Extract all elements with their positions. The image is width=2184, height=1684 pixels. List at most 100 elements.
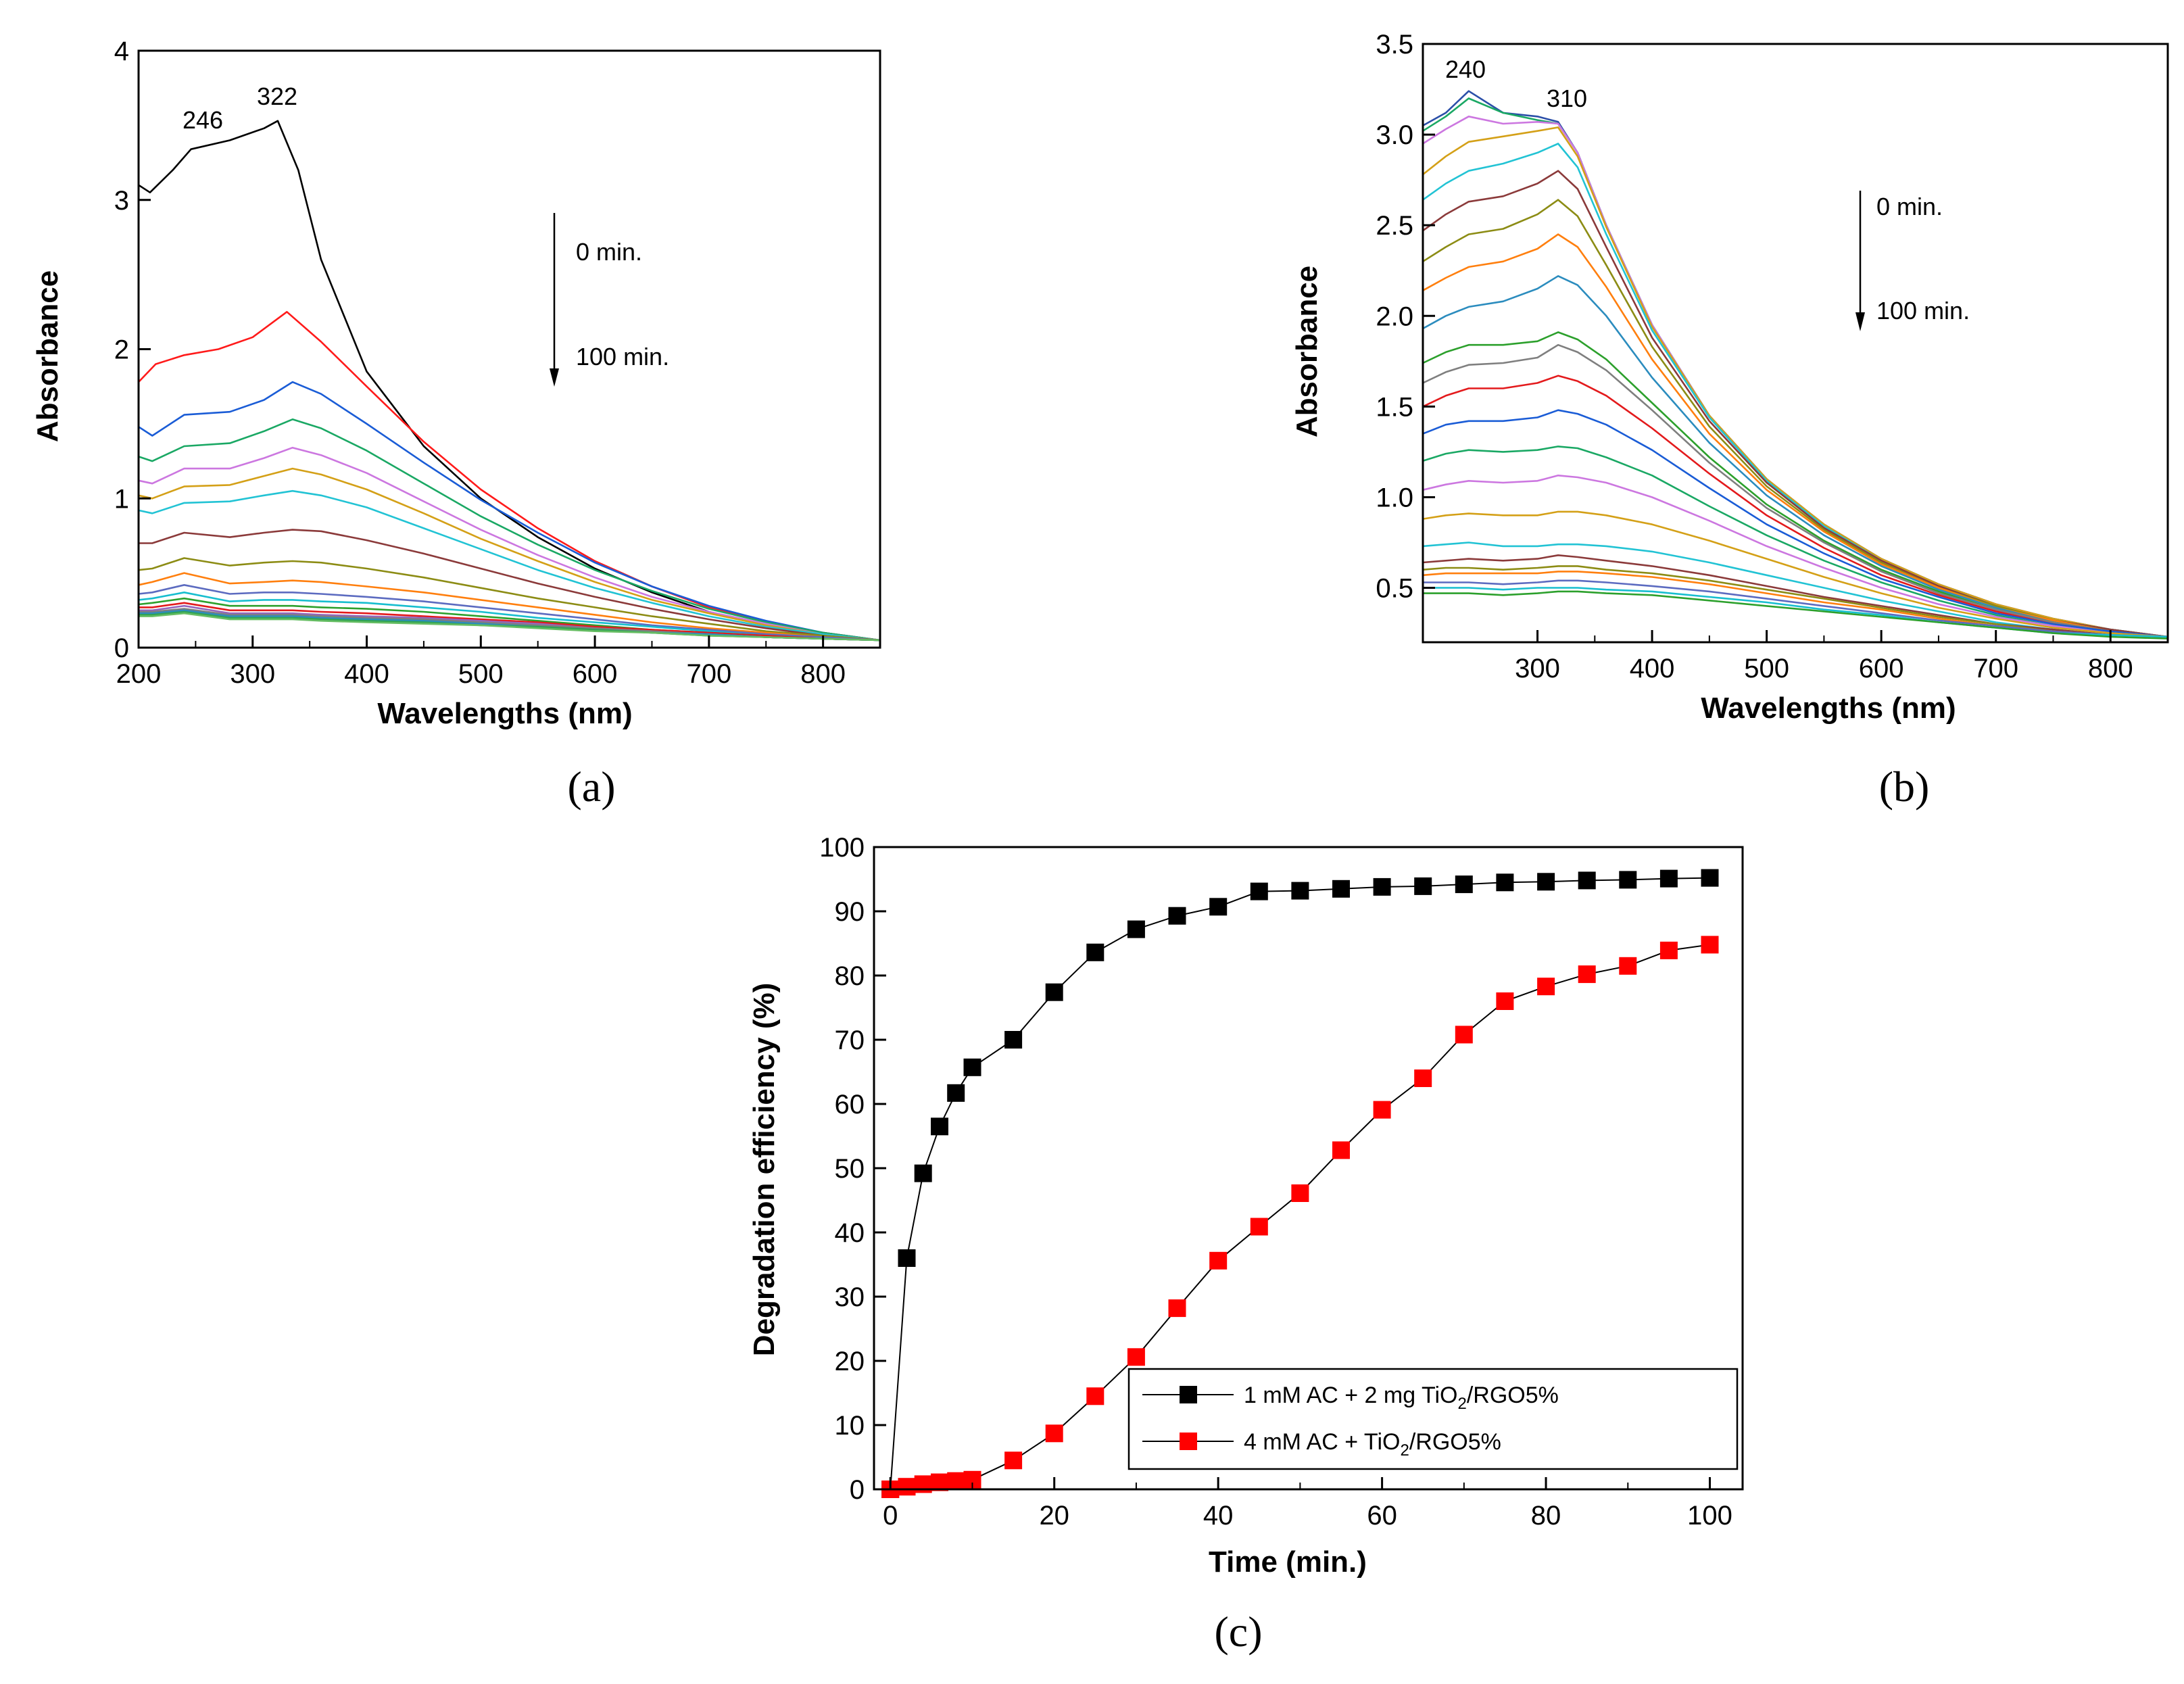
legend-label-red: 4 mM AC + TiO2/RGO5% — [1244, 1429, 1501, 1460]
panel-a-x-tick-label-200: 200 — [116, 659, 162, 689]
panel-b-axes-frame — [1422, 43, 2169, 644]
panel-c-series-0-point-12 — [1250, 882, 1268, 900]
legend-label-black-main: 1 mM AC + 2 mg TiO — [1244, 1382, 1457, 1408]
panel-b-label: (b) — [1879, 763, 1930, 811]
legend-entry-red: 4 mM AC + TiO2/RGO5% — [1142, 1429, 1501, 1460]
panel-b-x-tick-label-400: 400 — [1630, 654, 1675, 683]
panel-c-y-ticks: 0 10 20 30 40 50 60 70 80 90 100 — [819, 833, 886, 1505]
panel-c-x-ticks: 0 20 40 60 80 100 — [883, 1477, 1732, 1531]
panel-c-series-1-point-16 — [1414, 1069, 1432, 1087]
panel-b-y-tick-label-2.5: 2.5 — [1376, 211, 1413, 241]
panel-a-series-13-line — [139, 602, 881, 642]
panel-b-y-tick-label-3.5: 3.5 — [1376, 30, 1413, 59]
panel-c-series-0-point-16 — [1414, 877, 1432, 895]
panel-b-series-13-line — [1422, 446, 2168, 638]
panel-c-y-tick-label-60: 60 — [835, 1090, 865, 1120]
legend-label-red-main: 4 mM AC + TiO — [1244, 1429, 1400, 1455]
panel-c-y-tick-label-50: 50 — [835, 1154, 865, 1184]
panel-c-series-1-point-12 — [1250, 1218, 1268, 1236]
panel-c-series-0-point-9 — [1127, 920, 1145, 938]
panel-a-arrow-end-label: 100 min. — [576, 343, 669, 370]
panel-c-series-0-point-2 — [914, 1164, 932, 1182]
panel-c-series-1-point-4 — [947, 1472, 965, 1490]
panel-c-x-tick-label-100: 100 — [1687, 1501, 1732, 1531]
panel-b-y-tick-label-2.0: 2.0 — [1376, 302, 1413, 331]
panel-c-x-tick-label-40: 40 — [1203, 1501, 1234, 1531]
panel-c-series-1-point-23 — [1701, 936, 1719, 954]
panel-c-series-1-point-21 — [1619, 957, 1637, 975]
panel-c-series-0-point-22 — [1659, 869, 1678, 888]
panel-a-series-16-line — [139, 609, 881, 642]
panel-c-series-1-point-15 — [1373, 1101, 1391, 1119]
panel-b-series-3-line — [1422, 126, 2168, 638]
panel-c-x-tick-label-80: 80 — [1531, 1501, 1561, 1531]
panel-c-series-1-point-22 — [1659, 941, 1678, 959]
panel-c-y-axis-title: Degradation efficiency (%) — [748, 983, 781, 1357]
panel-a-time-arrow — [550, 213, 559, 387]
panel-c-series-1-point-18 — [1496, 992, 1514, 1010]
panel-c-series-0-point-13 — [1291, 882, 1309, 900]
panel-b-series-10-line — [1422, 343, 2168, 638]
panel-a-x-axis-title: Wavelengths (nm) — [377, 697, 632, 730]
panel-c-y-tick-label-40: 40 — [835, 1218, 865, 1248]
panel-c-x-tick-label-0: 0 — [883, 1501, 898, 1531]
panel-b-x-tick-label-500: 500 — [1744, 654, 1789, 683]
panel-c-y-tick-label-100: 100 — [819, 833, 865, 863]
panel-c-series-0-point-4 — [947, 1084, 965, 1102]
panel-c-series-0-point-1 — [898, 1249, 916, 1267]
panel-b-x-tick-label-800: 800 — [2088, 654, 2133, 683]
panel-a-y-ticks: 0 1 2 3 4 — [114, 37, 151, 663]
panel-b-series-22-line — [1423, 590, 2168, 640]
panel-a-series-18-line — [139, 612, 881, 642]
chart-panel-b: 300 400 500 600 700 800 0.5 1.0 1.5 2.0 2.5 3.0 3.5… — [1290, 30, 2169, 811]
panel-a-series-2-line — [138, 381, 881, 642]
panel-c-series-1-point-20 — [1578, 965, 1596, 984]
legend-entry-black: 1 mM AC + 2 mg TiO2/RGO5% — [1142, 1382, 1559, 1413]
panel-b-y-tick-label-1.0: 1.0 — [1376, 483, 1413, 512]
panel-a-x-tick-label-500: 500 — [458, 659, 504, 689]
panel-c-series-0-point-8 — [1086, 943, 1105, 961]
panel-b-series-20-line — [1423, 579, 2168, 638]
panel-a-series-3-line — [138, 418, 881, 642]
panel-b-peak-label-right: 310 — [1547, 85, 1587, 112]
panel-c-series-1-point-19 — [1537, 978, 1555, 996]
panel-c-y-tick-label-10: 10 — [835, 1411, 865, 1441]
panel-a-series-11-line — [138, 592, 881, 642]
panel-a-curves — [138, 120, 881, 642]
panel-a-series-9-line — [138, 572, 881, 642]
panel-c-series-0-point-14 — [1332, 880, 1350, 898]
legend-label-red-sub: 2 — [1400, 1441, 1409, 1460]
panel-b-series-14-line — [1422, 475, 2168, 638]
panel-c-series-0-point-7 — [1045, 983, 1063, 1001]
panel-a-series-4-line — [138, 446, 881, 642]
panel-c-series-0-point-23 — [1701, 869, 1719, 887]
panel-a-x-tick-label-700: 700 — [686, 659, 731, 689]
panel-b-x-tick-label-300: 300 — [1515, 654, 1560, 683]
panel-c-series-0-point-10 — [1168, 907, 1186, 925]
chart-panel-c: 0 20 40 60 80 100 0 10 20 30 40 50 60 70 80 90 100 Time… — [748, 833, 1744, 1656]
panel-a-label: (a) — [567, 763, 615, 811]
legend-label-red-tail: /RGO5% — [1409, 1429, 1501, 1455]
panel-a-arrow-start-label: 0 min. — [576, 238, 642, 266]
panel-c-label: (c) — [1214, 1608, 1262, 1656]
panel-b-x-axis-title: Wavelengths (nm) — [1701, 692, 1956, 725]
panel-b-time-arrow — [1855, 191, 1865, 331]
panel-c-series-1-point-13 — [1291, 1184, 1309, 1202]
panel-b-y-axis-title: Absorbance — [1290, 266, 1324, 437]
panel-c-x-tick-label-20: 20 — [1039, 1501, 1069, 1531]
panel-c-series-1-point-17 — [1455, 1026, 1473, 1044]
panel-b-series-8-line — [1422, 275, 2168, 638]
panel-b-series-6-line — [1422, 199, 2168, 638]
panel-a-series-6-line — [138, 489, 881, 642]
panel-c-series-1-point-1 — [898, 1478, 916, 1496]
panel-b-x-tick-label-600: 600 — [1859, 654, 1904, 683]
panel-b-series-15-line — [1422, 510, 2168, 638]
panel-c-series-1-point-14 — [1332, 1141, 1350, 1159]
panel-c-y-tick-label-20: 20 — [835, 1347, 865, 1376]
panel-a-y-tick-label-3: 3 — [114, 186, 129, 216]
panel-c-y-tick-label-70: 70 — [835, 1026, 865, 1055]
panel-a-x-tick-label-300: 300 — [230, 659, 275, 689]
panel-c-series-0-point-19 — [1537, 873, 1555, 891]
panel-a-y-tick-label-4: 4 — [114, 37, 129, 66]
